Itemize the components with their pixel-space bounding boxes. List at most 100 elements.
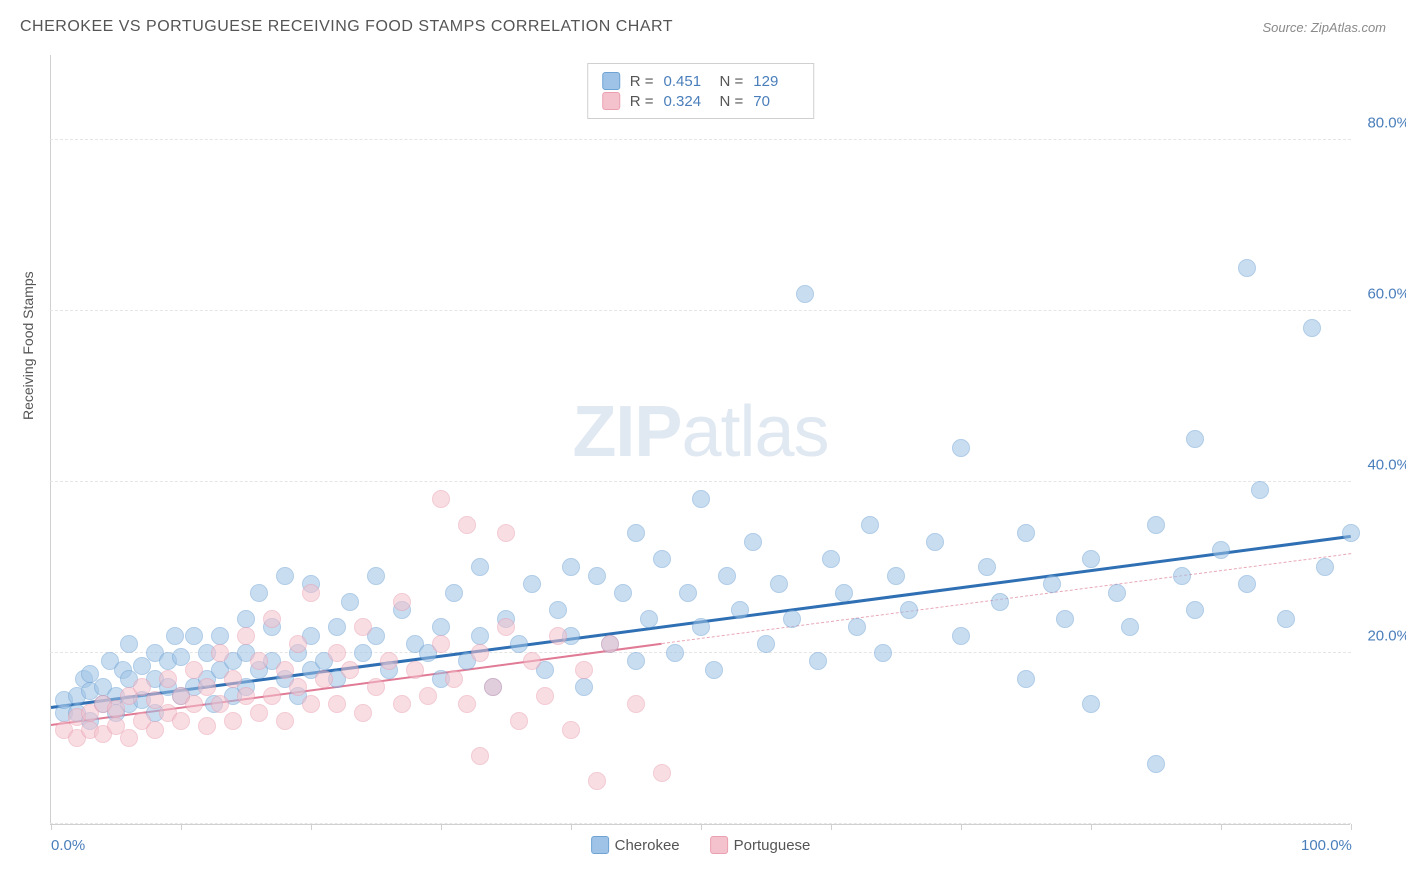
x-tick bbox=[1351, 824, 1352, 830]
legend-item-cherokee: Cherokee bbox=[591, 836, 680, 854]
scatter-point bbox=[653, 764, 671, 782]
scatter-point bbox=[185, 627, 203, 645]
scatter-point bbox=[432, 490, 450, 508]
scatter-point bbox=[471, 558, 489, 576]
scatter-point bbox=[562, 558, 580, 576]
scatter-point bbox=[575, 678, 593, 696]
stats-row-portuguese: R = 0.324 N = 70 bbox=[602, 92, 800, 110]
scatter-point bbox=[510, 635, 528, 653]
scatter-point bbox=[471, 627, 489, 645]
scatter-point bbox=[367, 678, 385, 696]
x-tick-label: 0.0% bbox=[51, 837, 85, 854]
y-tick-label: 60.0% bbox=[1367, 285, 1406, 302]
scatter-point bbox=[276, 712, 294, 730]
scatter-point bbox=[549, 627, 567, 645]
scatter-point bbox=[900, 601, 918, 619]
scatter-point bbox=[185, 661, 203, 679]
scatter-point bbox=[1303, 319, 1321, 337]
x-tick bbox=[181, 824, 182, 830]
scatter-point bbox=[627, 524, 645, 542]
stats-legend-box: R = 0.451 N = 129 R = 0.324 N = 70 bbox=[587, 63, 815, 119]
scatter-point bbox=[458, 695, 476, 713]
x-tick bbox=[961, 824, 962, 830]
scatter-point bbox=[536, 687, 554, 705]
scatter-point bbox=[1173, 567, 1191, 585]
x-tick bbox=[311, 824, 312, 830]
swatch-portuguese bbox=[710, 836, 728, 854]
scatter-point bbox=[796, 285, 814, 303]
scatter-point bbox=[1082, 695, 1100, 713]
scatter-point bbox=[523, 652, 541, 670]
scatter-point bbox=[263, 687, 281, 705]
scatter-point bbox=[887, 567, 905, 585]
scatter-point bbox=[497, 618, 515, 636]
scatter-point bbox=[120, 729, 138, 747]
scatter-point bbox=[731, 601, 749, 619]
scatter-point bbox=[978, 558, 996, 576]
gridline bbox=[50, 481, 1351, 482]
x-tick bbox=[441, 824, 442, 830]
bottom-legend: Cherokee Portuguese bbox=[591, 836, 811, 854]
scatter-point bbox=[1316, 558, 1334, 576]
legend-item-portuguese: Portuguese bbox=[710, 836, 811, 854]
scatter-point bbox=[822, 550, 840, 568]
scatter-point bbox=[367, 567, 385, 585]
y-tick-label: 40.0% bbox=[1367, 456, 1406, 473]
stats-row-cherokee: R = 0.451 N = 129 bbox=[602, 72, 800, 90]
scatter-point bbox=[653, 550, 671, 568]
scatter-point bbox=[166, 627, 184, 645]
scatter-point bbox=[848, 618, 866, 636]
scatter-point bbox=[1251, 481, 1269, 499]
scatter-point bbox=[692, 490, 710, 508]
x-tick bbox=[51, 824, 52, 830]
x-tick bbox=[1091, 824, 1092, 830]
scatter-point bbox=[159, 670, 177, 688]
scatter-point bbox=[692, 618, 710, 636]
scatter-point bbox=[341, 593, 359, 611]
x-tick bbox=[1221, 824, 1222, 830]
scatter-point bbox=[445, 584, 463, 602]
scatter-point bbox=[510, 712, 528, 730]
swatch-cherokee bbox=[602, 72, 620, 90]
scatter-point bbox=[393, 593, 411, 611]
scatter-point bbox=[198, 678, 216, 696]
gridline bbox=[50, 139, 1351, 140]
scatter-point bbox=[718, 567, 736, 585]
scatter-point bbox=[679, 584, 697, 602]
y-tick-label: 80.0% bbox=[1367, 114, 1406, 131]
scatter-point bbox=[783, 610, 801, 628]
scatter-point bbox=[1238, 575, 1256, 593]
scatter-point bbox=[289, 635, 307, 653]
scatter-point bbox=[484, 678, 502, 696]
scatter-point bbox=[1186, 430, 1204, 448]
scatter-point bbox=[237, 610, 255, 628]
scatter-point bbox=[861, 516, 879, 534]
x-tick bbox=[701, 824, 702, 830]
scatter-point bbox=[276, 567, 294, 585]
scatter-point bbox=[744, 533, 762, 551]
scatter-point bbox=[640, 610, 658, 628]
swatch-cherokee bbox=[591, 836, 609, 854]
scatter-point bbox=[1121, 618, 1139, 636]
scatter-point bbox=[809, 652, 827, 670]
scatter-point bbox=[1186, 601, 1204, 619]
scatter-point bbox=[588, 567, 606, 585]
scatter-point bbox=[835, 584, 853, 602]
scatter-point bbox=[237, 627, 255, 645]
scatter-point bbox=[289, 678, 307, 696]
scatter-point bbox=[1342, 524, 1360, 542]
scatter-point bbox=[1147, 755, 1165, 773]
watermark: ZIPatlas bbox=[572, 390, 828, 472]
scatter-point bbox=[770, 575, 788, 593]
scatter-point bbox=[224, 712, 242, 730]
scatter-point bbox=[198, 717, 216, 735]
scatter-point bbox=[354, 618, 372, 636]
scatter-point bbox=[341, 661, 359, 679]
source-credit: Source: ZipAtlas.com bbox=[1262, 20, 1386, 35]
y-axis-label: Receiving Food Stamps bbox=[20, 271, 36, 420]
y-tick-label: 20.0% bbox=[1367, 627, 1406, 644]
scatter-point bbox=[315, 670, 333, 688]
scatter-point bbox=[471, 644, 489, 662]
scatter-point bbox=[588, 772, 606, 790]
scatter-point bbox=[354, 704, 372, 722]
